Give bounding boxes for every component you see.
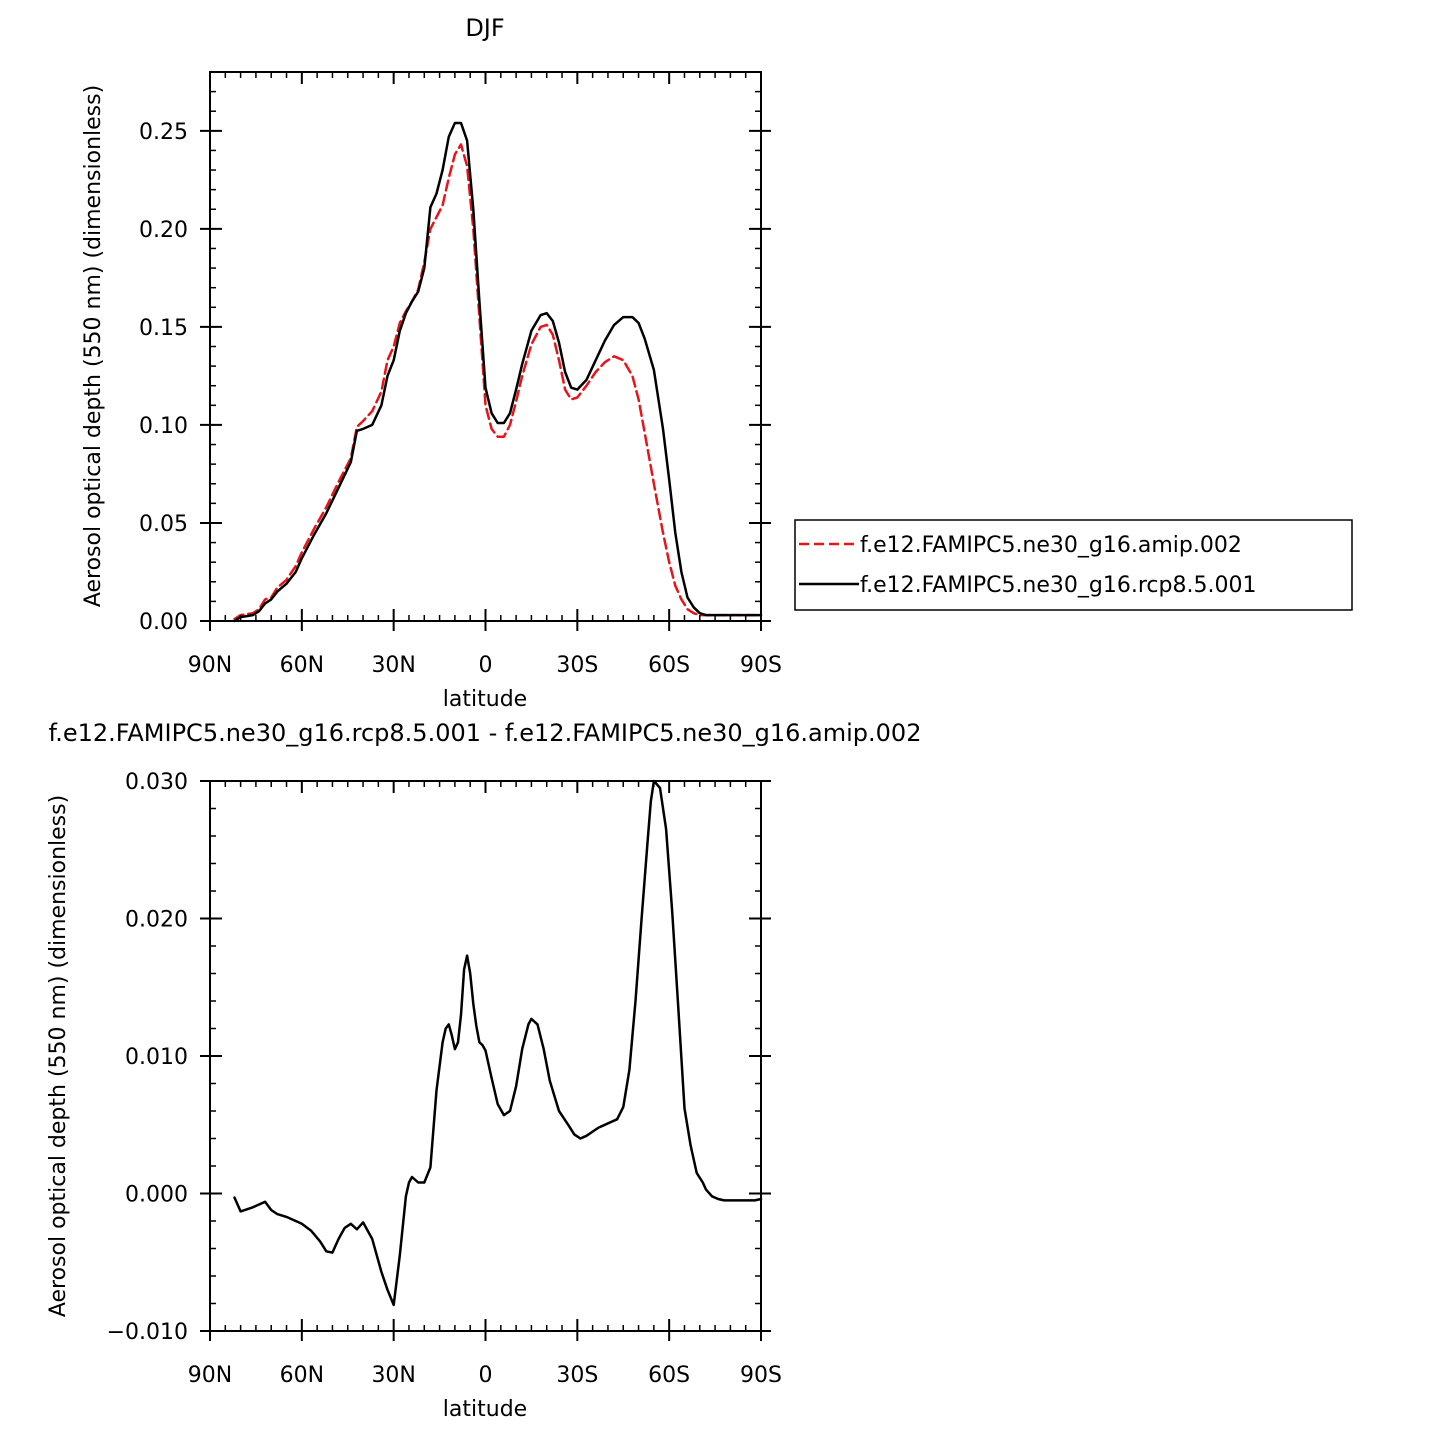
panel1-x-tick-label: 0	[479, 1363, 493, 1388]
bottom-ticks-group	[200, 780, 771, 1341]
panel1-x-tick-label: 60N	[280, 1363, 324, 1388]
top-plot-frame	[209, 71, 762, 622]
top-chart-title: DJF	[465, 14, 504, 42]
panel1-series-line-0	[233, 779, 763, 1307]
legend: f.e12.FAMIPC5.ne30_g16.amip.002 f.e12.FA…	[794, 519, 1353, 611]
bottom-chart-title: f.e12.FAMIPC5.ne30_g16.rcp8.5.001 - f.e1…	[49, 719, 922, 747]
panel0-y-tick-label: 0.00	[139, 610, 188, 635]
panel0-y-tick-label: 0.25	[139, 120, 188, 145]
panel1-x-tick-label: 90N	[188, 1363, 232, 1388]
bottom-panel: f.e12.FAMIPC5.ne30_g16.rcp8.5.001 - f.e1…	[46, 719, 921, 1422]
top-y-axis-label: Aerosol optical depth (550 nm) (dimensio…	[81, 85, 106, 607]
panel0-y-tick-label: 0.15	[139, 316, 188, 341]
panel1-x-tick-label: 30N	[371, 1363, 415, 1388]
top-panel: DJF 90N 60N 30N 0 30S 60S 90S 0.00 0.05 0.10 0.15 0…	[81, 14, 782, 712]
panel0-x-tick-label: 60S	[648, 653, 690, 678]
panel0-x-tick-label: 0	[479, 653, 493, 678]
bottom-ticklabels-group: 90N 60N 30N 0 30S 60S 90S −0.010 0.000 0.010 0.020…	[107, 770, 782, 1388]
panel0-y-tick-label: 0.05	[139, 512, 188, 537]
legend-label-rcp: f.e12.FAMIPC5.ne30_g16.rcp8.5.001	[860, 573, 1256, 598]
panel0-series-line-0	[233, 143, 763, 621]
panel0-x-tick-label: 90N	[188, 653, 232, 678]
panel0-x-tick-label: 60N	[280, 653, 324, 678]
panel1-x-tick-label: 90S	[740, 1363, 782, 1388]
bottom-series-group	[233, 779, 763, 1307]
bottom-plot-frame	[209, 780, 762, 1332]
top-ticklabels-group: 90N 60N 30N 0 30S 60S 90S 0.00 0.05 0.10 0.15 0.20 0…	[139, 120, 782, 678]
panel1-y-tick-label: 0.000	[125, 1183, 188, 1208]
panel0-y-tick-label: 0.20	[139, 218, 188, 243]
panel1-x-tick-label: 30S	[556, 1363, 598, 1388]
bottom-y-axis-label: Aerosol optical depth (550 nm) (dimensio…	[46, 795, 71, 1317]
legend-box	[794, 519, 1353, 611]
panel0-x-tick-label: 30N	[371, 653, 415, 678]
panel0-series-line-1	[233, 121, 763, 623]
legend-label-amip: f.e12.FAMIPC5.ne30_g16.amip.002	[860, 533, 1242, 558]
panel0-y-tick-label: 0.10	[139, 414, 188, 439]
top-series-group	[233, 121, 763, 623]
panel1-y-tick-label: 0.010	[125, 1045, 188, 1070]
bottom-x-axis-label: latitude	[443, 1397, 527, 1422]
panel0-x-tick-label: 30S	[556, 653, 598, 678]
top-ticks-group	[200, 71, 771, 631]
panel1-y-tick-label: 0.030	[125, 770, 188, 795]
panel1-y-tick-label: −0.010	[107, 1320, 188, 1345]
top-x-axis-label: latitude	[443, 687, 527, 712]
panel1-y-tick-label: 0.020	[125, 908, 188, 933]
panel0-x-tick-label: 90S	[740, 653, 782, 678]
panel1-x-tick-label: 60S	[648, 1363, 690, 1388]
